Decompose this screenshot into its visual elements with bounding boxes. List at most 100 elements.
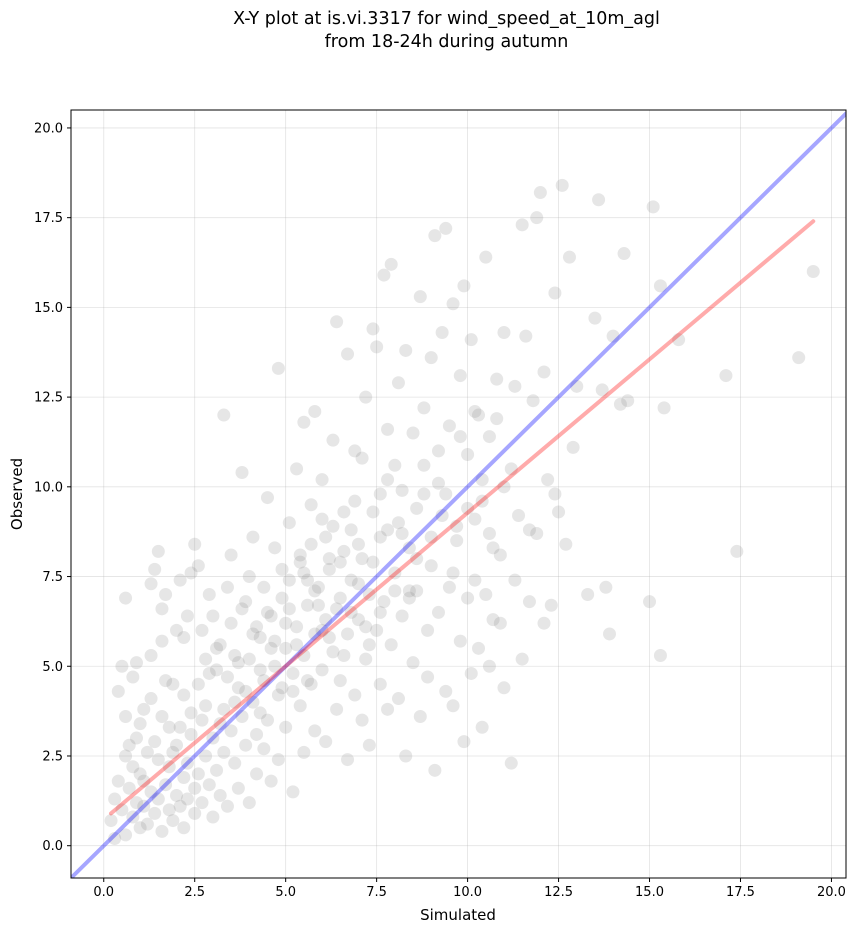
- data-point: [257, 580, 271, 594]
- y-tick-label: 5.0: [42, 660, 63, 675]
- data-point: [384, 638, 398, 652]
- data-point: [428, 763, 442, 777]
- data-point: [508, 379, 522, 393]
- data-point: [224, 724, 238, 738]
- data-point: [195, 713, 209, 727]
- data-point: [177, 631, 191, 645]
- data-point: [173, 720, 187, 734]
- y-axis-ticks: 0.0 2.5 5.0 7.5 10.0 12.5 15.0 17.5 20.0: [34, 121, 71, 854]
- data-point: [362, 638, 376, 652]
- data-point: [370, 340, 384, 354]
- data-point: [424, 559, 438, 573]
- data-point: [228, 648, 242, 662]
- data-point: [613, 397, 627, 411]
- data-point: [391, 376, 405, 390]
- data-point: [311, 580, 325, 594]
- data-point: [231, 656, 245, 670]
- data-point: [417, 401, 431, 415]
- data-point: [653, 279, 667, 293]
- data-point: [435, 326, 449, 340]
- data-point: [268, 541, 282, 555]
- data-point: [439, 684, 453, 698]
- data-point: [210, 663, 224, 677]
- data-point: [344, 573, 358, 587]
- data-point: [246, 530, 260, 544]
- data-point: [155, 602, 169, 616]
- data-point: [304, 677, 318, 691]
- data-point: [330, 315, 344, 329]
- data-point: [137, 774, 151, 788]
- data-point: [290, 638, 304, 652]
- data-point: [166, 745, 180, 759]
- data-point: [210, 641, 224, 655]
- fit-line: [109, 219, 816, 816]
- data-point: [151, 792, 165, 806]
- data-point: [337, 505, 351, 519]
- data-point: [260, 605, 274, 619]
- data-point: [672, 333, 686, 347]
- data-point: [235, 602, 249, 616]
- data-point: [213, 717, 227, 731]
- x-tick-label: 7.5: [366, 885, 387, 900]
- data-point: [137, 799, 151, 813]
- data-point: [344, 605, 358, 619]
- data-point: [599, 580, 613, 594]
- data-point: [279, 720, 293, 734]
- data-point: [253, 631, 267, 645]
- data-point: [366, 555, 380, 569]
- data-point: [431, 605, 445, 619]
- x-tick-label: 2.5: [184, 885, 205, 900]
- data-point: [351, 613, 365, 627]
- data-point: [297, 648, 311, 662]
- data-point: [184, 706, 198, 720]
- data-point: [297, 745, 311, 759]
- data-point: [155, 824, 169, 838]
- data-point: [515, 218, 529, 232]
- data-point: [530, 211, 544, 225]
- data-point: [330, 602, 344, 616]
- data-point: [246, 627, 260, 641]
- data-point: [362, 587, 376, 601]
- data-point: [231, 781, 245, 795]
- data-point: [129, 796, 143, 810]
- data-point: [326, 519, 340, 533]
- data-point: [606, 329, 620, 343]
- data-point: [359, 620, 373, 634]
- data-point: [173, 573, 187, 587]
- data-point: [279, 641, 293, 655]
- x-tick-label: 5.0: [275, 885, 296, 900]
- data-point: [326, 645, 340, 659]
- data-point: [391, 692, 405, 706]
- data-point: [533, 186, 547, 200]
- data-point: [337, 648, 351, 662]
- data-point: [417, 458, 431, 472]
- data-point: [166, 814, 180, 828]
- data-point: [315, 512, 329, 526]
- data-point: [159, 674, 173, 688]
- data-point: [271, 361, 285, 375]
- data-point: [202, 666, 216, 680]
- data-point: [482, 526, 496, 540]
- data-point: [333, 591, 347, 605]
- data-point: [439, 487, 453, 501]
- data-point: [151, 544, 165, 558]
- data-point: [479, 587, 493, 601]
- data-point: [348, 494, 362, 508]
- data-point: [180, 792, 194, 806]
- data-point: [341, 627, 355, 641]
- data-point: [643, 595, 657, 609]
- data-point: [206, 731, 220, 745]
- data-point: [395, 483, 409, 497]
- data-point: [450, 519, 464, 533]
- data-point: [351, 577, 365, 591]
- x-tick-label: 20.0: [817, 885, 846, 900]
- data-point: [730, 544, 744, 558]
- y-tick-label: 2.5: [42, 749, 63, 764]
- data-point: [457, 735, 471, 749]
- data-point: [144, 785, 158, 799]
- data-point: [239, 684, 253, 698]
- data-point: [239, 738, 253, 752]
- data-point: [333, 555, 347, 569]
- data-point: [228, 695, 242, 709]
